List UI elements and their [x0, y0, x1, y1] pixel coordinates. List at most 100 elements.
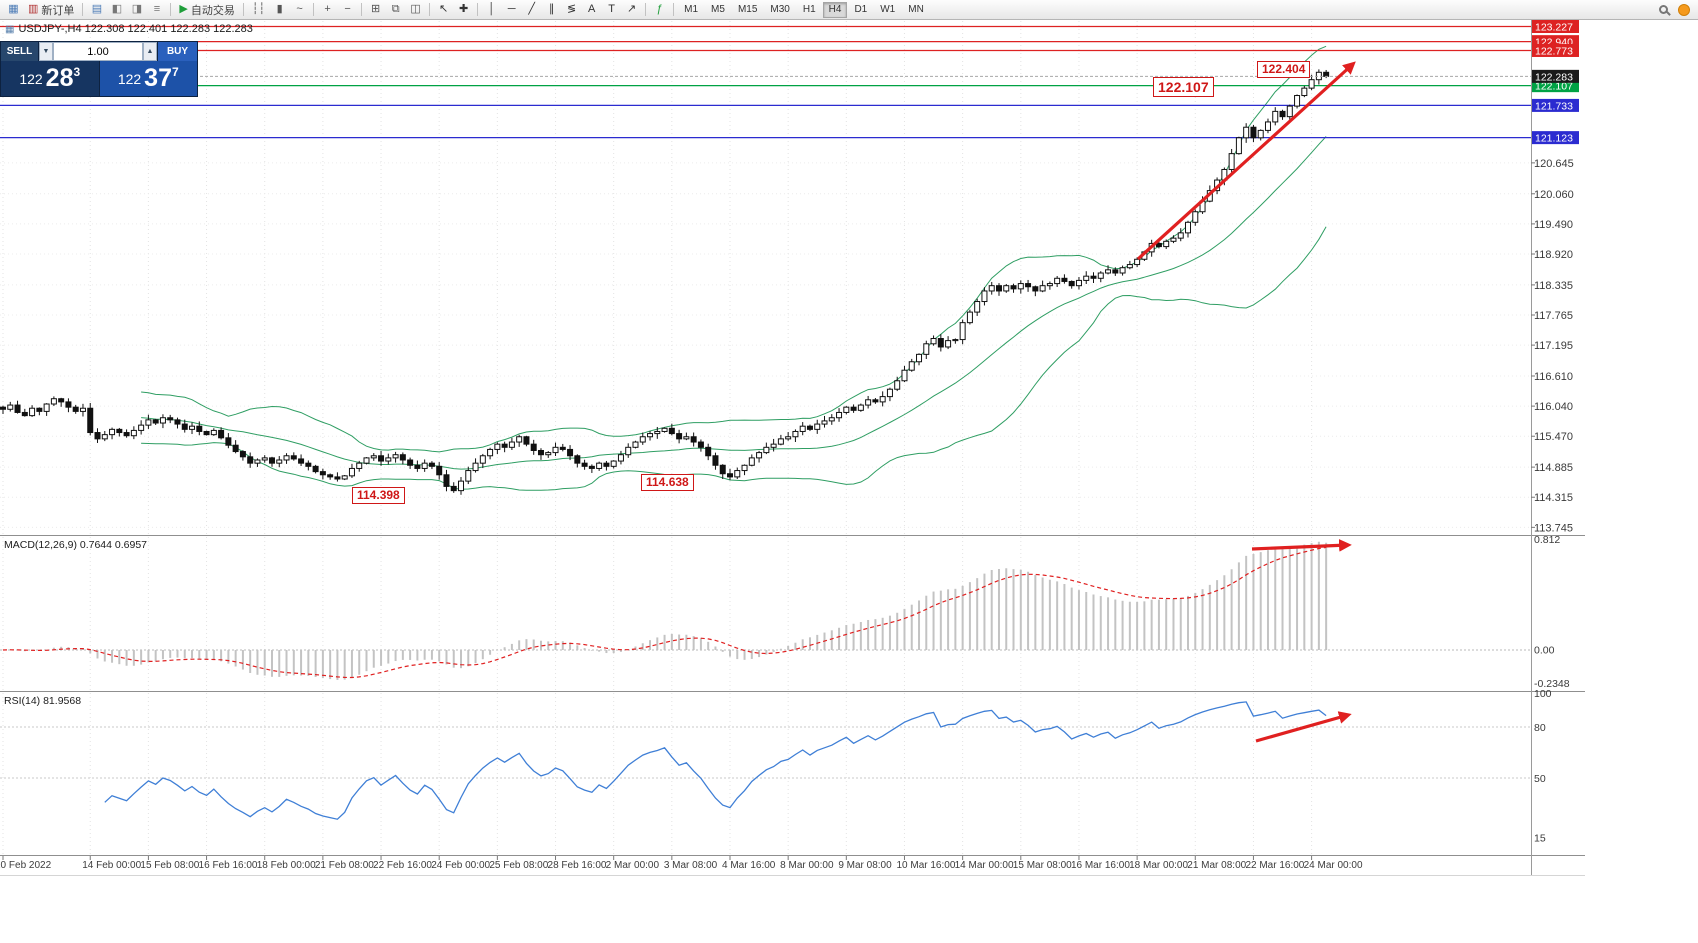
svg-text:113.745: 113.745	[1534, 522, 1573, 534]
buy-button[interactable]: BUY	[157, 42, 197, 61]
autotrading-button[interactable]: ▶ 自动交易	[175, 1, 238, 18]
volume-increase-button[interactable]: ▲	[143, 42, 157, 61]
chart-icon: ▦	[5, 23, 15, 35]
horizontal-line-icon: ─	[507, 3, 516, 15]
zoom-out-icon: −	[344, 3, 351, 15]
channel-button[interactable]: ∥	[542, 1, 561, 18]
price-annotation-122107[interactable]: 122.107	[1153, 77, 1214, 97]
timeframe-m30[interactable]: M30	[770, 4, 790, 15]
main-chart-pane[interactable]	[0, 25, 1531, 495]
vertical-line-button[interactable]: │	[482, 1, 501, 18]
svg-text:10 Feb 2022: 10 Feb 2022	[0, 860, 52, 871]
volume-input[interactable]	[53, 42, 143, 61]
sell-price-display[interactable]: 122 28 3	[1, 61, 99, 96]
buy-price-display[interactable]: 122 37 7	[99, 61, 197, 96]
notification-badge[interactable]	[1678, 3, 1690, 16]
bollinger-lower-band	[141, 226, 1327, 491]
rsi-axis[interactable]: 100 80 50 15	[1534, 688, 1552, 845]
timeframe-d1[interactable]: D1	[854, 4, 868, 15]
trendline-button[interactable]: ╱	[522, 1, 541, 18]
label-icon: T	[608, 3, 615, 15]
price-annotation-114638[interactable]: 114.638	[641, 474, 694, 491]
timeframe-w1[interactable]: W1	[880, 4, 896, 15]
svg-text:4 Mar 16:00: 4 Mar 16:00	[722, 860, 776, 871]
svg-text:22 Mar 16:00: 22 Mar 16:00	[1245, 860, 1304, 871]
cursor-button[interactable]: ↖	[434, 1, 453, 18]
svg-text:8 Mar 00:00: 8 Mar 00:00	[780, 860, 834, 871]
svg-text:80: 80	[1534, 722, 1546, 734]
text-button[interactable]: A	[582, 1, 601, 18]
sell-button[interactable]: SELL	[1, 42, 39, 61]
volume-decrease-button[interactable]: ▼	[39, 42, 53, 61]
svg-text:16 Mar 16:00: 16 Mar 16:00	[1071, 860, 1130, 871]
timeframe-mn[interactable]: MN	[908, 4, 924, 15]
vertical-line-icon: │	[488, 3, 496, 15]
new-chart-button[interactable]: ▦	[4, 1, 23, 18]
crosshair-button[interactable]: ✚	[454, 1, 473, 18]
label-button[interactable]: T	[602, 1, 621, 18]
sell-price-frac: 3	[73, 65, 81, 79]
price-annotation-114398[interactable]: 114.398	[352, 487, 405, 504]
terminal-button[interactable]: ≡	[147, 1, 166, 18]
autotrading-button-label: 自动交易	[190, 4, 235, 17]
data-window-button[interactable]: ◧	[107, 1, 126, 18]
search-icon[interactable]	[1659, 5, 1668, 14]
svg-text:115.470: 115.470	[1534, 431, 1573, 443]
toolbar-separator	[429, 3, 431, 16]
timeframe-m15[interactable]: M15	[737, 4, 758, 15]
fibonacci-icon: ≶	[567, 3, 577, 15]
svg-text:116.610: 116.610	[1534, 371, 1573, 383]
time-axis[interactable]: 10 Feb 2022 14 Feb 00:00 15 Feb 08:00 16 Fe…	[0, 856, 1363, 871]
candles	[0, 69, 1330, 495]
timeframe-h4[interactable]: H4	[822, 1, 848, 18]
zoom-out-button[interactable]: −	[338, 1, 357, 18]
toolbar-separator	[477, 3, 479, 16]
navigator-button[interactable]: ◨	[127, 1, 146, 18]
zoom-in-button[interactable]: +	[318, 1, 337, 18]
rsi-pane[interactable]	[0, 701, 1531, 820]
new-window-button[interactable]: ⊞	[366, 1, 385, 18]
terminal-icon: ≡	[153, 3, 161, 15]
fibonacci-button[interactable]: ≶	[562, 1, 581, 18]
horizontal-line-button[interactable]: ─	[502, 1, 521, 18]
svg-text:0.812: 0.812	[1534, 534, 1560, 546]
indicators-button[interactable]: ƒ	[650, 1, 669, 18]
bar-chart-button[interactable]: ┆┆	[248, 1, 269, 18]
toolbar-separator	[361, 3, 363, 16]
candlestick-chart-icon: ▮	[276, 3, 283, 15]
timeframe-m1[interactable]: M1	[684, 4, 699, 15]
svg-text:117.195: 117.195	[1534, 340, 1573, 352]
svg-text:24 Feb 00:00: 24 Feb 00:00	[431, 860, 490, 871]
tile-windows-icon: ◫	[410, 3, 421, 15]
candlestick-chart-button[interactable]: ▮	[270, 1, 289, 18]
svg-text:123.227: 123.227	[1535, 21, 1573, 33]
svg-text:21 Mar 08:00: 21 Mar 08:00	[1187, 860, 1246, 871]
line-chart-button[interactable]: ~	[290, 1, 309, 18]
indicators-icon: ƒ	[656, 3, 663, 15]
svg-text:118.920: 118.920	[1534, 249, 1573, 261]
svg-text:122.283: 122.283	[1535, 71, 1573, 83]
tile-windows-button[interactable]: ◫	[406, 1, 425, 18]
timeframe-h1[interactable]: H1	[802, 4, 816, 15]
price-annotation-122404[interactable]: 122.404	[1257, 61, 1311, 78]
price-axis[interactable]: 120.645 120.060 119.490 118.920 118.335 117.7…	[1531, 19, 1579, 534]
cascade-windows-button[interactable]: ⧉	[386, 1, 405, 18]
svg-text:122.107: 122.107	[1535, 81, 1573, 93]
pane-separators[interactable]	[0, 20, 1585, 876]
svg-text:117.765: 117.765	[1534, 310, 1573, 322]
trend-arrows[interactable]	[1136, 61, 1356, 743]
arrows-tool-button[interactable]: ↗	[622, 1, 641, 18]
sell-price-pips: 28	[45, 64, 74, 92]
macd-axis[interactable]: 0.812 0.00 -0.2348	[1534, 534, 1570, 690]
bar-chart-icon: ┆┆	[251, 3, 266, 15]
svg-text:14 Mar 00:00: 14 Mar 00:00	[955, 860, 1014, 871]
macd-pane[interactable]	[0, 541, 1531, 680]
navigator-icon: ◨	[131, 3, 143, 15]
timeframe-m5[interactable]: M5	[711, 4, 725, 15]
svg-text:18 Feb 00:00: 18 Feb 00:00	[257, 860, 316, 871]
symbol-ohlc-text: USDJPY-,H4 122.308 122.401 122.283 122.2…	[18, 23, 253, 35]
zoom-in-icon: +	[324, 3, 331, 15]
new-order-button[interactable]: ▥ 新订单	[24, 1, 78, 18]
market-watch-button[interactable]: ▤	[87, 1, 106, 18]
